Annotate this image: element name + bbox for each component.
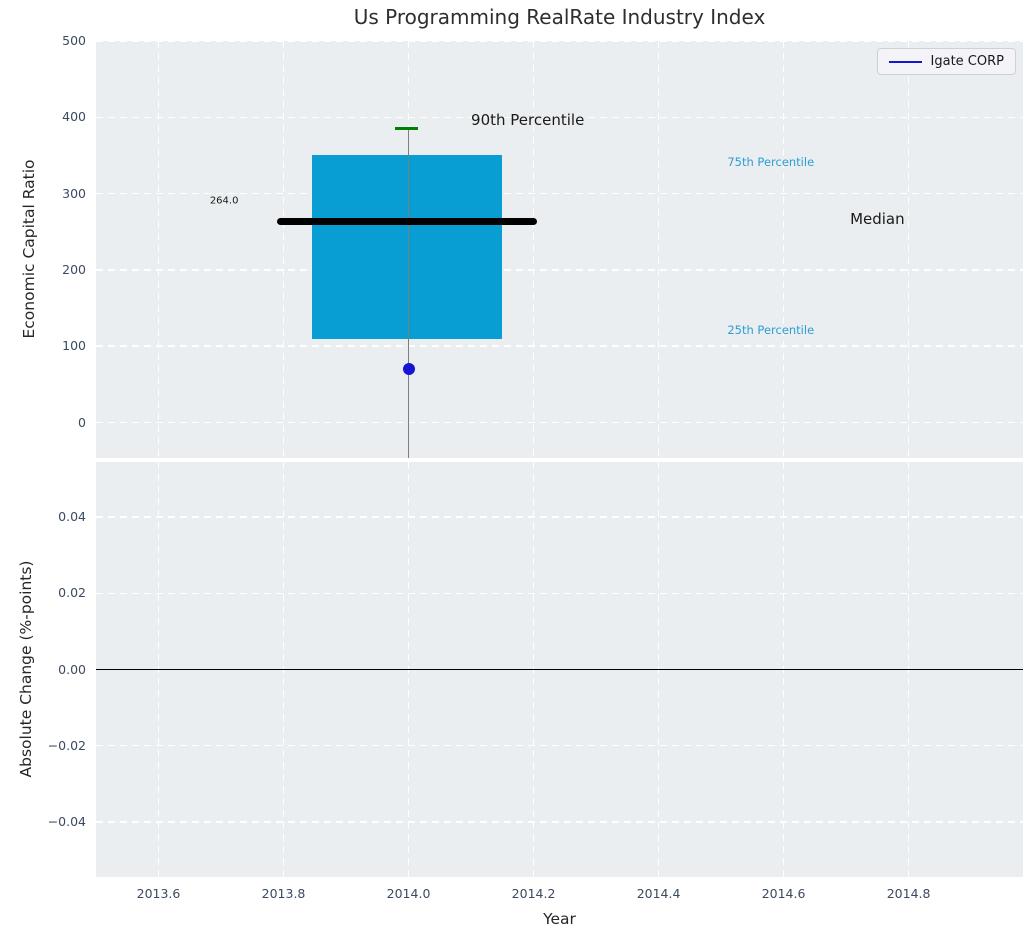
y-tick-label: −0.02 [47, 737, 86, 753]
legend-label: Igate CORP [930, 54, 1004, 69]
x-tick-label: 2014.0 [386, 886, 431, 901]
p90-cap [394, 127, 418, 131]
y-tick-label: 0.02 [58, 585, 86, 601]
gridline [782, 41, 785, 458]
y-tick-label: 400 [62, 109, 86, 125]
annotation: 75th Percentile [727, 154, 815, 169]
x-tick-label: 2014.6 [761, 886, 806, 901]
y-tick-label: −0.04 [47, 813, 86, 829]
gridline [96, 592, 1023, 595]
x-tick-label: 2014.8 [886, 886, 931, 901]
y-tick-label: 300 [62, 185, 86, 201]
gridline [96, 269, 1023, 271]
gridline [96, 516, 1023, 518]
bottom-plot-area [96, 462, 1023, 877]
y-tick-label: 500 [62, 33, 86, 48]
gridline [282, 41, 285, 458]
y-tick-label: 0.04 [58, 509, 86, 525]
annotation: 264.0 [209, 195, 239, 207]
gridline [96, 345, 1023, 347]
annotation: 90th Percentile [471, 110, 585, 129]
x-axis-label: Year [543, 910, 576, 928]
chart-title: Us Programming RealRate Industry Index [353, 5, 766, 29]
annotation: Median [850, 209, 905, 228]
x-tick-label: 2013.8 [261, 886, 306, 901]
gridline [96, 40, 1023, 42]
gridline [657, 41, 660, 458]
y-tick-label: 200 [62, 261, 86, 277]
gridline [907, 41, 910, 458]
x-tick-label: 2013.6 [136, 886, 181, 901]
gridline [96, 421, 1023, 424]
legend-line-swatch [888, 60, 922, 63]
gridline [157, 41, 160, 458]
iqr-box [312, 155, 503, 339]
box-whisker [407, 128, 410, 458]
median-line [277, 217, 537, 225]
gridline [96, 192, 1023, 195]
top-plot-area: Igate CORP 90th Percentile 75th Percentil… [96, 40, 1023, 458]
x-tick-label: 2014.4 [636, 886, 681, 901]
zero-line [96, 668, 1023, 671]
y-tick-label: 0.00 [58, 661, 86, 677]
annotation: 25th Percentile [727, 323, 815, 338]
gridline [532, 41, 535, 458]
legend: Igate CORP [876, 48, 1016, 75]
y-tick-label: 100 [62, 338, 86, 354]
data-point [402, 363, 415, 376]
y-tick-label: 0 [78, 414, 86, 430]
x-tick-label: 2014.2 [511, 886, 556, 901]
gridline [96, 820, 1023, 823]
gridline [96, 744, 1023, 747]
